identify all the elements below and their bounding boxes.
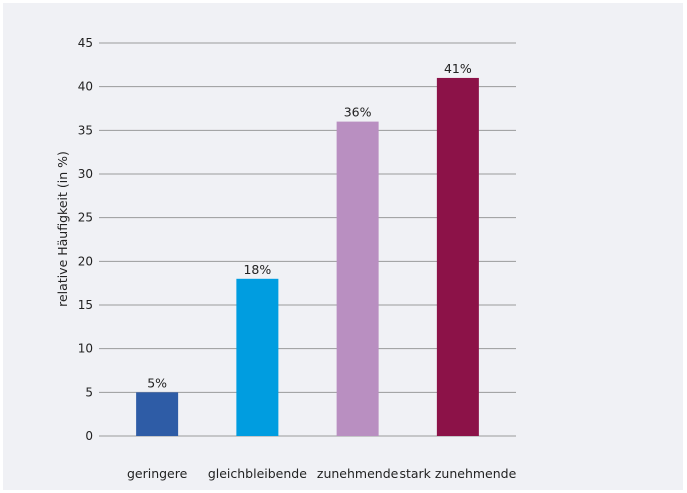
- data-label: 5%: [147, 375, 167, 390]
- category-label: stark zunehmende: [399, 466, 516, 481]
- y-tick-label: 0: [85, 429, 93, 443]
- data-label: 18%: [243, 262, 271, 277]
- y-tick-label: 5: [85, 385, 93, 399]
- bars: [136, 77, 479, 436]
- y-tick-label: 20: [78, 254, 93, 268]
- category-label: geringere: [127, 466, 188, 481]
- category-label: zunehmende: [317, 466, 399, 481]
- bar-2: [236, 278, 279, 436]
- y-tick-label: 15: [78, 298, 93, 312]
- bar-1: [136, 392, 179, 436]
- category-label: gleichbleibende: [208, 466, 307, 481]
- y-tick-label: 45: [78, 36, 93, 50]
- y-axis-ticks: 0 5 10 15 20 25 30 35 40 45: [78, 36, 93, 443]
- y-tick-label: 10: [78, 342, 93, 356]
- x-axis-categories: geringere gleichbleibende zunehmende stark …: [127, 466, 517, 481]
- y-tick-label: 25: [78, 211, 93, 225]
- y-axis-label: relative Häufigkeit (in %): [55, 151, 70, 307]
- data-label: 36%: [344, 105, 372, 120]
- y-tick-label: 35: [78, 123, 93, 137]
- bar-4: [436, 77, 479, 436]
- y-tick-label: 40: [78, 80, 93, 94]
- data-label: 41%: [444, 61, 472, 76]
- bar-3: [336, 121, 379, 436]
- y-tick-label: 30: [78, 167, 93, 181]
- data-labels: 5% 18% 36% 41%: [147, 61, 472, 390]
